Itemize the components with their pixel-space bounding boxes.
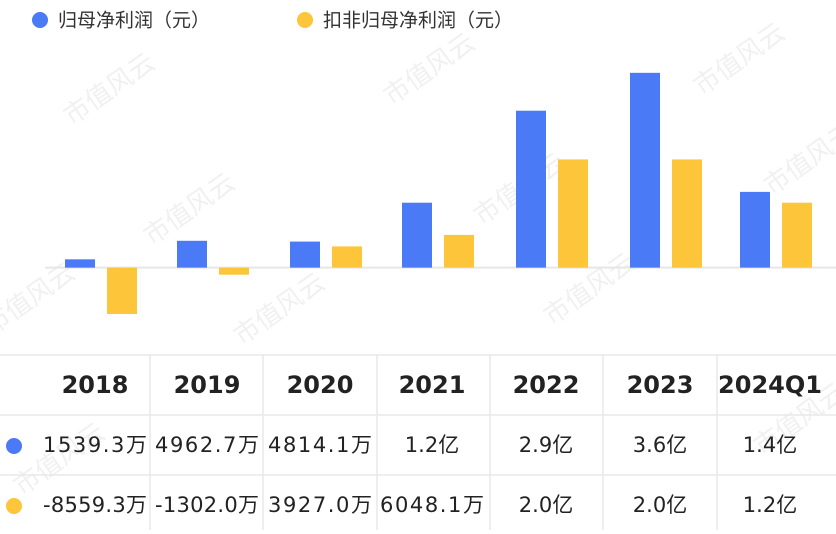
table-cell: 3927.0万	[268, 493, 372, 517]
watermark: 市值风云	[759, 117, 836, 201]
table-cell: 1539.3万	[43, 433, 147, 457]
bar	[65, 259, 95, 268]
bar	[782, 202, 812, 268]
table-cell: 2.0亿	[633, 493, 687, 517]
bar	[402, 202, 432, 268]
watermark: 市值风云	[229, 267, 331, 351]
watermark: 市值风云	[0, 257, 81, 341]
bar	[332, 246, 362, 268]
watermark: 市值风云	[379, 27, 481, 111]
table-header: 2022	[513, 371, 580, 399]
legend-label: 归母净利润（元）	[58, 10, 210, 32]
table-cell: 1.2亿	[743, 493, 797, 517]
table-cell: 1.4亿	[743, 433, 797, 457]
table-cell: 3.6亿	[633, 433, 687, 457]
row-swatch	[6, 498, 22, 514]
table-cell: 2.9亿	[519, 433, 573, 457]
watermark: 市值风云	[689, 17, 791, 101]
table-header: 2018	[62, 371, 129, 399]
watermark: 市值风云	[59, 47, 161, 131]
bar	[558, 159, 588, 268]
table-header: 2023	[627, 371, 694, 399]
table-cell: 4814.1万	[268, 433, 372, 457]
table-cell: 2.0亿	[519, 493, 573, 517]
bar	[672, 159, 702, 268]
table-cell: -8559.3万	[43, 493, 147, 517]
bar	[444, 234, 474, 268]
table-cell: 4962.7万	[155, 433, 259, 457]
table-header: 2020	[287, 371, 354, 399]
table-cell: 6048.1万	[380, 493, 484, 517]
watermark: 市值风云	[139, 167, 241, 251]
watermark: 市值风云	[539, 247, 641, 331]
legend-label: 扣非归母净利润（元）	[323, 10, 513, 32]
legend-swatch	[32, 12, 48, 28]
bar	[290, 241, 320, 268]
table-header: 2024Q1	[718, 371, 822, 399]
row-swatch	[6, 438, 22, 454]
bar	[516, 110, 546, 268]
table-cell: -1302.0万	[155, 493, 259, 517]
watermark: 市值风云	[9, 417, 111, 501]
bar	[177, 240, 207, 268]
bar	[740, 191, 770, 268]
table-header: 2019	[174, 371, 241, 399]
legend-swatch	[297, 12, 313, 28]
bar	[219, 267, 249, 275]
table-cell: 1.2亿	[405, 433, 459, 457]
table-header: 2021	[399, 371, 466, 399]
bar	[107, 267, 137, 314]
bar	[630, 72, 660, 268]
